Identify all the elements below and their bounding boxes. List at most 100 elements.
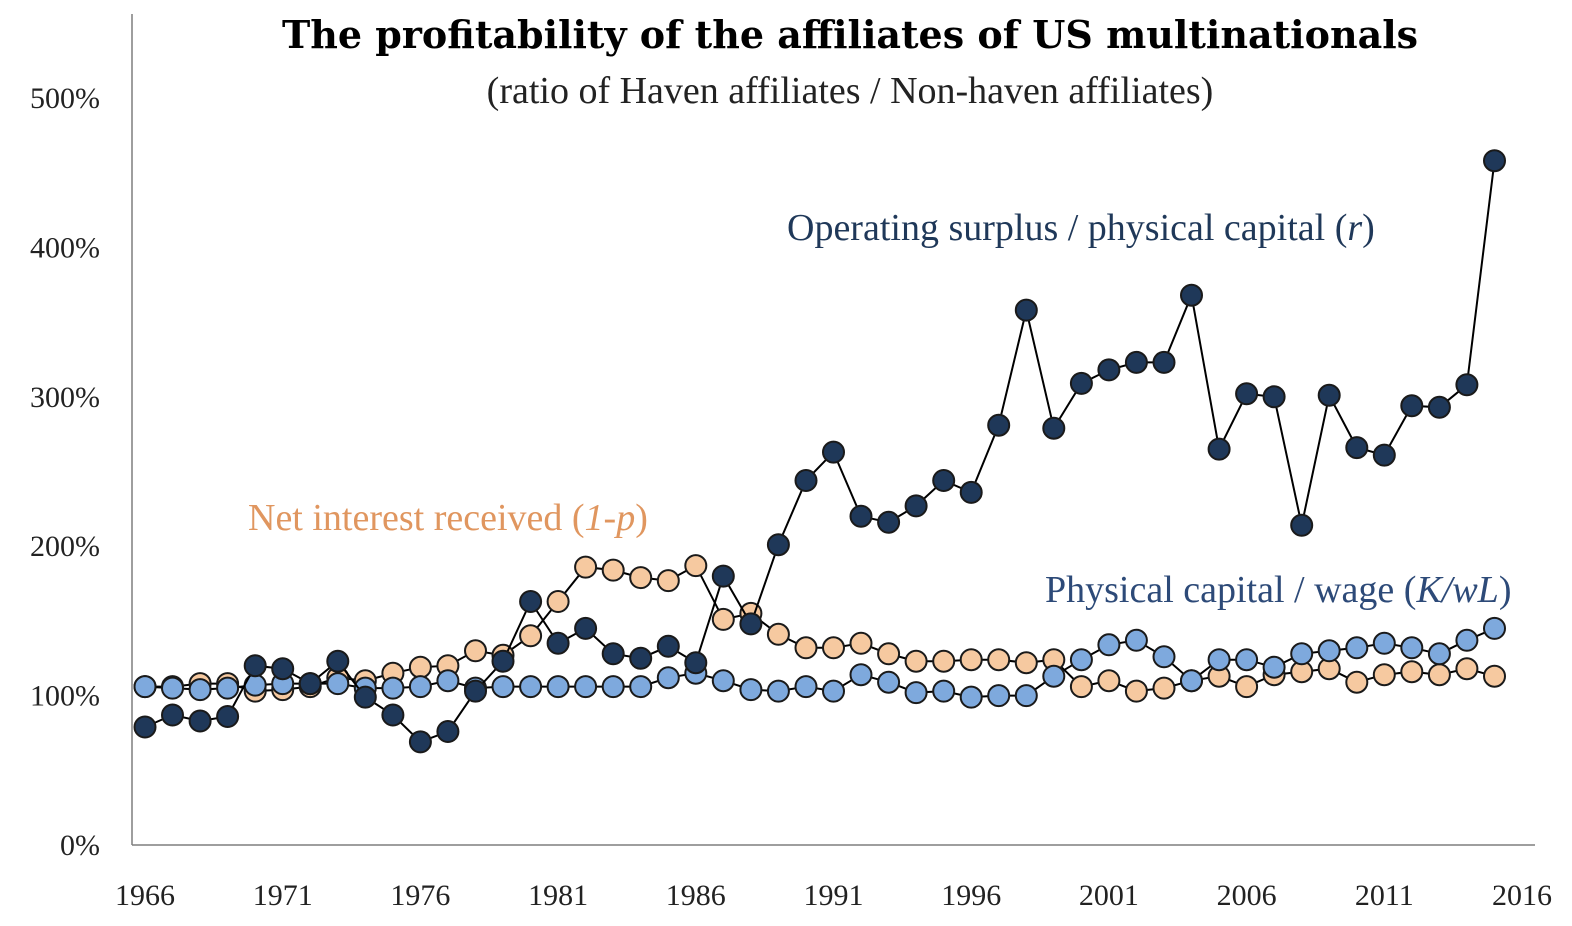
data-point-operating_surplus [381,703,405,727]
data-point-physical_capital_wage [436,669,460,693]
annotation-capital-italic: K/wL [1415,569,1498,611]
data-point-operating_surplus [353,685,377,709]
axes [131,14,1535,846]
data-point-physical_capital_wage [1097,633,1121,657]
x-tick-label: 1991 [804,879,864,912]
y-tick-label: 300% [30,381,100,414]
data-point-net_interest [794,636,818,660]
data-point-net_interest [1427,663,1451,687]
data-point-physical_capital_wage [822,679,845,703]
x-tick-label: 1986 [666,879,726,912]
data-point-net_interest [601,558,625,582]
data-point-operating_surplus [932,469,956,492]
data-point-operating_surplus [161,703,184,727]
x-tick-label: 2001 [1079,879,1139,912]
data-point-operating_surplus [1235,382,1259,406]
data-point-physical_capital_wage [519,675,543,699]
data-point-net_interest [1124,679,1148,703]
annotation-capital-close: ) [1499,569,1512,611]
data-point-operating_surplus [1345,436,1369,460]
data-point-physical_capital_wage [959,685,983,709]
data-point-operating_surplus [326,649,350,673]
data-point-operating_surplus [1483,149,1506,173]
data-point-operating_surplus [656,634,680,658]
data-point-net_interest [932,649,956,673]
data-point-physical_capital_wage [1400,636,1424,660]
data-point-operating_surplus [959,480,983,504]
data-point-operating_surplus [1042,416,1066,440]
chart-subtitle: (ratio of Haven affiliates / Non-haven a… [487,70,1214,112]
data-point-net_interest [1097,669,1121,693]
data-point-operating_surplus [464,679,487,703]
data-point-operating_surplus [1372,443,1396,467]
data-point-physical_capital_wage [133,675,157,699]
data-point-operating_surplus [1124,350,1148,374]
annotation-capital-text: Physical capital / wage ( [1045,569,1416,611]
data-point-physical_capital_wage [987,684,1011,708]
data-point-operating_surplus [601,642,625,666]
data-point-operating_surplus [1262,385,1286,409]
data-point-net_interest [1345,670,1369,694]
data-point-operating_surplus [1014,298,1038,322]
data-point-net_interest [408,655,432,679]
data-point-operating_surplus [1455,373,1479,397]
data-point-net_interest [904,649,928,673]
data-point-net_interest [959,648,983,672]
annotation-operating-text: Operating surplus / physical capital ( [787,207,1347,249]
data-point-physical_capital_wage [491,675,515,699]
data-point-physical_capital_wage [1317,639,1341,663]
data-point-net_interest [1069,675,1093,699]
data-point-physical_capital_wage [1124,628,1148,652]
x-tick-label: 1971 [253,879,313,912]
y-tick-label: 0% [60,829,100,862]
data-point-operating_surplus [766,533,790,557]
data-point-net_interest [464,639,487,663]
annotation-operating-italic: r [1347,207,1362,249]
data-point-net_interest [877,642,901,666]
data-point-net_interest [629,566,653,590]
data-point-physical_capital_wage [739,678,763,702]
data-point-operating_surplus [546,631,570,655]
data-point-operating_surplus [298,672,322,696]
data-point-physical_capital_wage [1207,648,1231,672]
data-point-physical_capital_wage [216,676,240,700]
data-point-physical_capital_wage [1014,684,1038,708]
data-point-operating_surplus [243,654,267,678]
data-point-physical_capital_wage [794,675,818,699]
data-point-operating_surplus [794,469,818,492]
annotation-operating-surplus: Operating surplus / physical capital (r) [787,207,1375,249]
data-point-net_interest [656,569,680,593]
data-point-operating_surplus [987,413,1011,437]
x-tick-labels: 1966 1971 1976 1981 1986 1991 1996 2001 2006 2011… [115,879,1552,912]
x-tick-label: 1981 [528,879,588,912]
data-point-operating_surplus [436,720,460,743]
data-point-physical_capital_wage [656,666,680,690]
data-point-operating_surplus [188,709,212,733]
data-point-physical_capital_wage [1262,655,1286,679]
x-tick-label: 2011 [1355,879,1414,912]
data-point-net_interest [1372,663,1396,687]
data-point-physical_capital_wage [408,675,432,699]
data-point-net_interest [1455,657,1479,681]
y-tick-label: 100% [30,680,100,713]
data-point-physical_capital_wage [932,679,956,703]
data-point-physical_capital_wage [849,663,873,687]
data-point-net_interest [1014,651,1038,675]
data-point-physical_capital_wage [1152,645,1176,669]
data-point-physical_capital_wage [1235,648,1259,672]
data-point-operating_surplus [491,649,515,673]
data-point-net_interest [1400,660,1424,684]
data-point-net_interest [1235,675,1259,699]
y-tick-label: 200% [30,530,100,563]
data-point-operating_surplus [271,657,295,681]
data-point-net_interest [546,590,570,613]
data-point-operating_surplus [519,590,543,613]
data-point-net_interest [1483,664,1506,688]
data-point-physical_capital_wage [877,670,901,694]
data-point-operating_surplus [904,494,928,518]
data-point-net_interest [987,648,1011,672]
y-tick-labels: 0% 100% 200% 300% 400% 500% [30,82,100,862]
data-point-operating_surplus [574,616,598,640]
data-point-operating_surplus [1152,350,1176,374]
